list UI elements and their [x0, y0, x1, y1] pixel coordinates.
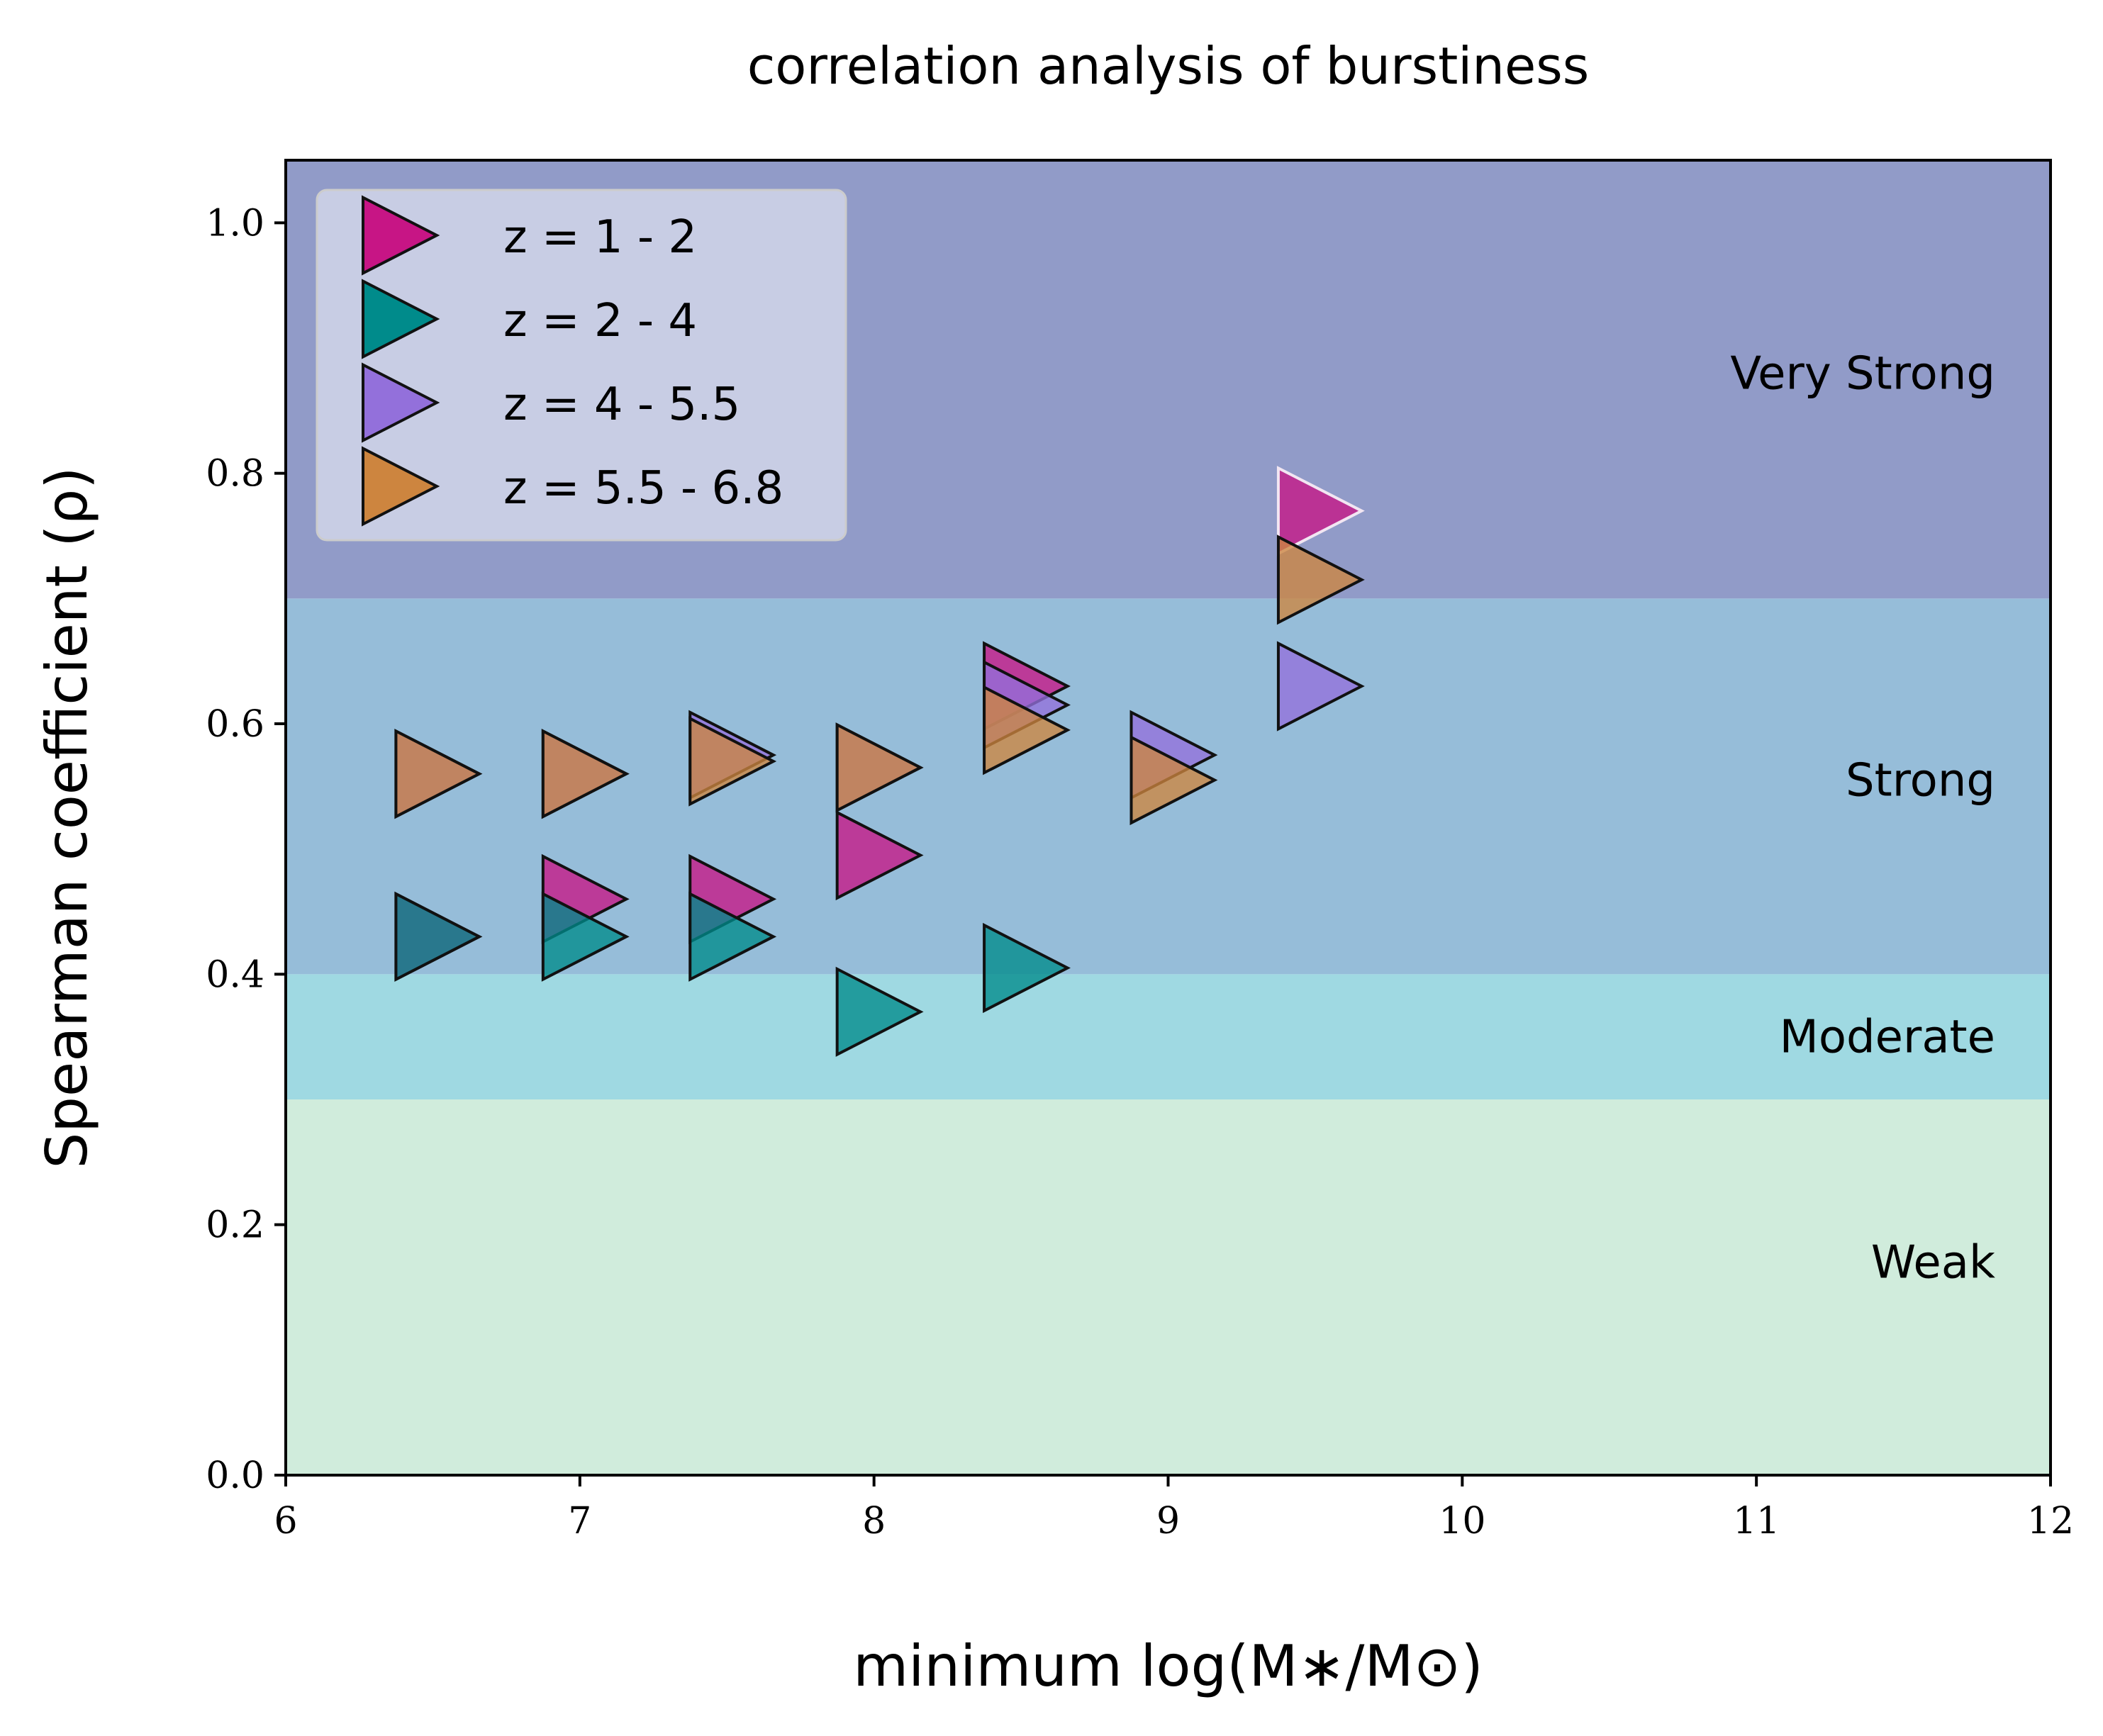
legend-label: z = 4 - 5.5 [503, 379, 740, 431]
y-tick-label: 0.4 [206, 953, 264, 996]
band-label: Strong [1846, 755, 1995, 807]
axis-ticks: 6 7 8 9 10 11 12 0.0 0.2 0.4 0.6 0.8 1.0 [206, 202, 2074, 1542]
data-point [835, 966, 924, 1057]
legend-marker [362, 446, 440, 527]
data-point [835, 722, 924, 813]
y-axis-label: Spearman coefficient (ρ) [34, 467, 100, 1169]
band-weak [286, 1099, 2051, 1475]
y-tick-label: 0.0 [206, 1455, 264, 1497]
legend-marker [362, 362, 440, 443]
x-tick-label: 9 [1156, 1500, 1180, 1542]
x-tick-label: 10 [1439, 1500, 1485, 1542]
legend-label: z = 2 - 4 [503, 295, 697, 347]
band-label: Weak [1871, 1237, 1995, 1289]
band-moderate [286, 974, 2051, 1099]
legend-box [316, 189, 847, 542]
chart-title: correlation analysis of burstiness [747, 36, 1590, 96]
x-tick-label: 11 [1733, 1500, 1780, 1542]
data-point [1276, 534, 1365, 625]
y-tick-label: 1.0 [206, 202, 264, 245]
data-point [394, 729, 483, 819]
data-point [983, 685, 1071, 775]
data-point [835, 810, 924, 901]
x-tick-label: 7 [568, 1500, 591, 1542]
x-tick-label: 12 [2027, 1500, 2074, 1542]
x-tick-label: 8 [862, 1500, 886, 1542]
data-point [983, 922, 1071, 1014]
legend-marker [362, 279, 440, 359]
band-labels: Weak Moderate Strong Very Strong [1730, 347, 1995, 1289]
y-tick-label: 0.8 [206, 453, 264, 495]
data-point [1276, 641, 1365, 732]
legend-label: z = 1 - 2 [503, 211, 697, 264]
legend-label: z = 5.5 - 6.8 [503, 462, 783, 515]
legend-marker [362, 195, 440, 276]
data-point [688, 891, 777, 982]
data-markers [394, 466, 1365, 1057]
data-point [1129, 734, 1218, 826]
y-tick-label: 0.6 [206, 703, 264, 746]
data-point [1276, 466, 1365, 556]
plot-frame [284, 159, 2052, 1477]
data-point [394, 891, 483, 982]
data-point [541, 729, 630, 819]
x-axis-label: minimum log(M∗/M⊙) [853, 1633, 1483, 1699]
band-label: Very Strong [1730, 347, 1995, 400]
x-tick-label: 6 [274, 1500, 297, 1542]
data-point [688, 716, 777, 807]
band-label: Moderate [1780, 1012, 1995, 1064]
data-point [541, 891, 630, 982]
legend: z = 1 - 2 z = 2 - 4 z = 4 - 5.5 z = 5.5 - 6… [316, 189, 847, 542]
y-tick-label: 0.2 [206, 1204, 264, 1247]
